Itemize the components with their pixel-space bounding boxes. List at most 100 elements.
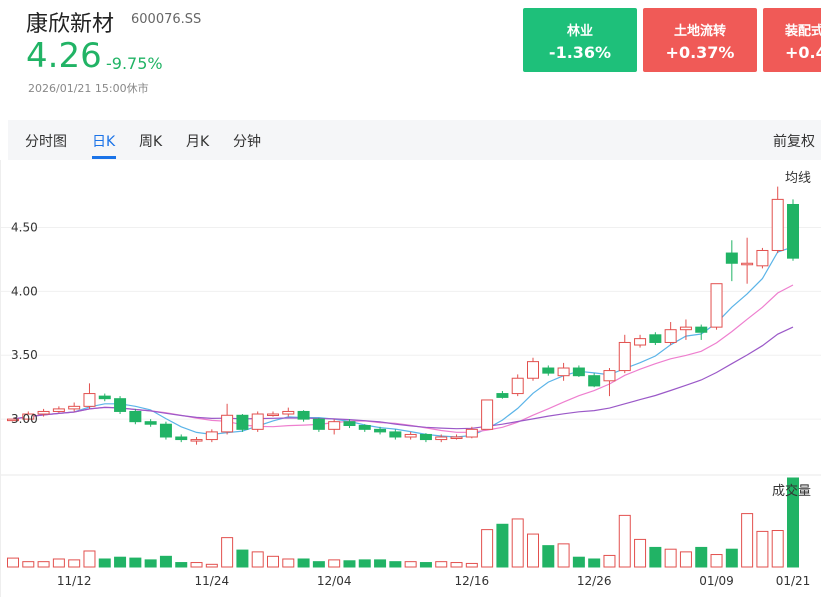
candle[interactable] bbox=[205, 429, 218, 443]
tab-monthly-k[interactable]: 月K bbox=[186, 134, 210, 150]
candle[interactable] bbox=[144, 419, 157, 427]
candle[interactable] bbox=[190, 437, 203, 445]
sector-card-forestry[interactable]: 林业 -1.36% bbox=[523, 8, 637, 72]
price-tick-label: 3.50 bbox=[11, 348, 38, 362]
candle[interactable] bbox=[435, 434, 448, 443]
volume-bar bbox=[725, 548, 738, 568]
candle[interactable] bbox=[251, 411, 264, 432]
tab-intraday[interactable]: 分时图 bbox=[25, 134, 67, 150]
candle[interactable] bbox=[312, 417, 325, 432]
candle[interactable] bbox=[787, 199, 799, 261]
candle[interactable] bbox=[328, 419, 341, 435]
candle[interactable] bbox=[450, 434, 463, 440]
candle[interactable] bbox=[557, 362, 570, 381]
candle[interactable] bbox=[83, 383, 96, 409]
candle[interactable] bbox=[374, 426, 387, 435]
volume-bar bbox=[37, 561, 50, 568]
volume-bar bbox=[756, 530, 769, 568]
candle[interactable] bbox=[37, 408, 50, 417]
candle[interactable] bbox=[542, 365, 555, 376]
candle-body bbox=[37, 410, 50, 415]
volume-bar bbox=[190, 562, 203, 568]
quote-header: 康欣新材 600076.SS 4.26 -9.75% 2026/01/21 15… bbox=[0, 0, 821, 120]
volume-bar bbox=[221, 537, 234, 568]
volume-bar bbox=[496, 523, 509, 568]
date-tick-label: 12/04 bbox=[317, 574, 352, 588]
candle[interactable] bbox=[22, 411, 35, 422]
candle[interactable] bbox=[159, 421, 172, 440]
candle[interactable] bbox=[297, 410, 310, 422]
candle[interactable] bbox=[572, 365, 585, 377]
candle[interactable] bbox=[664, 322, 677, 346]
volume-bar bbox=[404, 561, 417, 568]
candle-body bbox=[419, 433, 432, 441]
candle[interactable] bbox=[756, 247, 769, 269]
volume-bar bbox=[710, 554, 723, 568]
candle[interactable] bbox=[404, 431, 417, 440]
volume-bar bbox=[358, 559, 371, 568]
candle[interactable] bbox=[527, 357, 539, 381]
candle[interactable] bbox=[52, 406, 65, 413]
candle[interactable] bbox=[282, 407, 295, 417]
candle[interactable] bbox=[603, 368, 616, 397]
candle[interactable] bbox=[68, 402, 81, 412]
candle[interactable] bbox=[175, 434, 188, 443]
candle[interactable] bbox=[236, 414, 249, 432]
candle-body bbox=[588, 375, 601, 387]
candle-body bbox=[664, 329, 677, 343]
candle[interactable] bbox=[114, 396, 127, 415]
candle-body bbox=[129, 410, 142, 423]
candle[interactable] bbox=[771, 186, 784, 254]
volume-bar bbox=[129, 557, 142, 568]
quote-timestamp: 2026/01/21 15:00休市 bbox=[28, 82, 149, 95]
candle-body bbox=[328, 421, 341, 430]
candle[interactable] bbox=[129, 408, 142, 425]
candle-body bbox=[572, 367, 585, 377]
candle[interactable] bbox=[7, 418, 19, 422]
candle-body bbox=[221, 414, 234, 433]
candle[interactable] bbox=[343, 419, 356, 429]
volume-bar bbox=[328, 559, 341, 568]
candle[interactable] bbox=[710, 283, 723, 330]
sector-card-prefab[interactable]: 装配式 +0.4 bbox=[763, 8, 821, 72]
candle-body bbox=[756, 249, 769, 267]
ma-label[interactable]: 均线 bbox=[785, 171, 811, 186]
candle[interactable] bbox=[419, 433, 432, 443]
candle[interactable] bbox=[267, 411, 279, 417]
candle-body bbox=[205, 431, 218, 441]
tab-daily-k[interactable]: 日K bbox=[92, 134, 116, 150]
volume-bar bbox=[603, 554, 616, 568]
candle[interactable] bbox=[588, 373, 601, 388]
candle[interactable] bbox=[741, 237, 754, 284]
sector-card-land-transfer[interactable]: 土地流转 +0.37% bbox=[643, 8, 757, 72]
volume-bar bbox=[114, 556, 127, 568]
candle[interactable] bbox=[389, 429, 402, 440]
candle[interactable] bbox=[634, 334, 647, 348]
candle[interactable] bbox=[695, 324, 708, 340]
kline-chart[interactable]: 4.50 4.00 3.50 3.00 11/12 11/24 12/04 12/16 12/2… bbox=[0, 160, 821, 597]
candle[interactable] bbox=[496, 391, 509, 399]
candle[interactable] bbox=[725, 240, 738, 282]
price-adjust-dropdown[interactable]: 前复权 bbox=[773, 134, 815, 150]
candle[interactable] bbox=[221, 403, 234, 435]
candle[interactable] bbox=[511, 374, 524, 397]
volume-bar bbox=[787, 477, 799, 568]
candle-body bbox=[312, 418, 325, 430]
volume-bar bbox=[679, 551, 692, 568]
candle[interactable] bbox=[481, 399, 494, 430]
candle[interactable] bbox=[465, 426, 478, 439]
volume-bar bbox=[297, 558, 310, 568]
candle[interactable] bbox=[618, 334, 631, 374]
candle[interactable] bbox=[98, 393, 111, 402]
candle-body bbox=[389, 431, 402, 438]
tab-weekly-k[interactable]: 周K bbox=[139, 134, 163, 150]
candle-body bbox=[297, 410, 310, 420]
candle[interactable] bbox=[358, 424, 371, 432]
candle[interactable] bbox=[679, 319, 692, 340]
candle-body bbox=[481, 399, 494, 430]
candle-body bbox=[374, 428, 387, 433]
volume-bar bbox=[557, 543, 570, 568]
tab-minute[interactable]: 分钟 bbox=[233, 134, 261, 150]
volume-bar bbox=[450, 562, 463, 568]
candle[interactable] bbox=[649, 332, 662, 346]
